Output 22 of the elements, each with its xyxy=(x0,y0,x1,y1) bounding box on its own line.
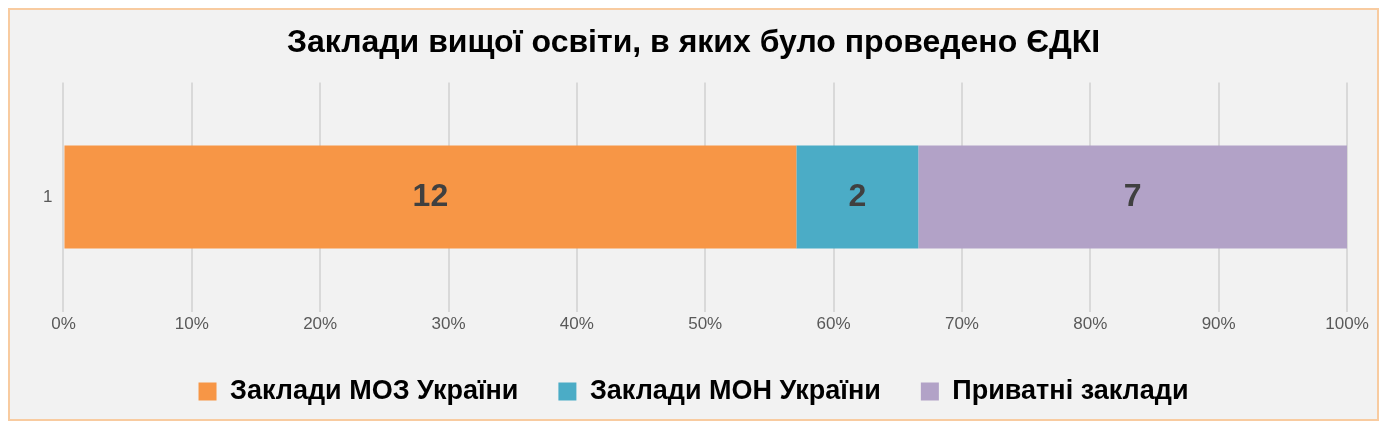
x-tick-label: 70% xyxy=(944,314,979,334)
x-tick-label: 100% xyxy=(1325,314,1369,334)
x-tick-label: 10% xyxy=(174,314,209,334)
annotation: 7 xyxy=(1123,176,1142,213)
x-tick-label: 80% xyxy=(1073,314,1108,334)
x-tick-label: 30% xyxy=(431,314,466,334)
x-tick-label: 60% xyxy=(816,314,851,334)
legend-label: Приватні заклади xyxy=(952,374,1189,405)
x-tick-label: 50% xyxy=(688,314,723,334)
y-tick-label: 1 xyxy=(42,186,53,206)
legend-label: Заклади МОН України xyxy=(589,374,881,405)
bar xyxy=(918,145,1347,249)
x-tick-label: 90% xyxy=(1201,314,1236,334)
bar xyxy=(64,145,797,249)
annotation: 12 xyxy=(412,176,449,213)
x-tick-label: 0% xyxy=(51,314,76,334)
x-tick-label: 20% xyxy=(303,314,338,334)
annotation: 2 xyxy=(848,176,867,213)
x-tick-label: 40% xyxy=(559,314,594,334)
bar xyxy=(796,145,919,249)
chart-title: Заклади вищої освіти, в яких було проведено ЄДКІ xyxy=(286,23,1101,60)
legend-label: Заклади МОЗ України xyxy=(230,374,519,405)
